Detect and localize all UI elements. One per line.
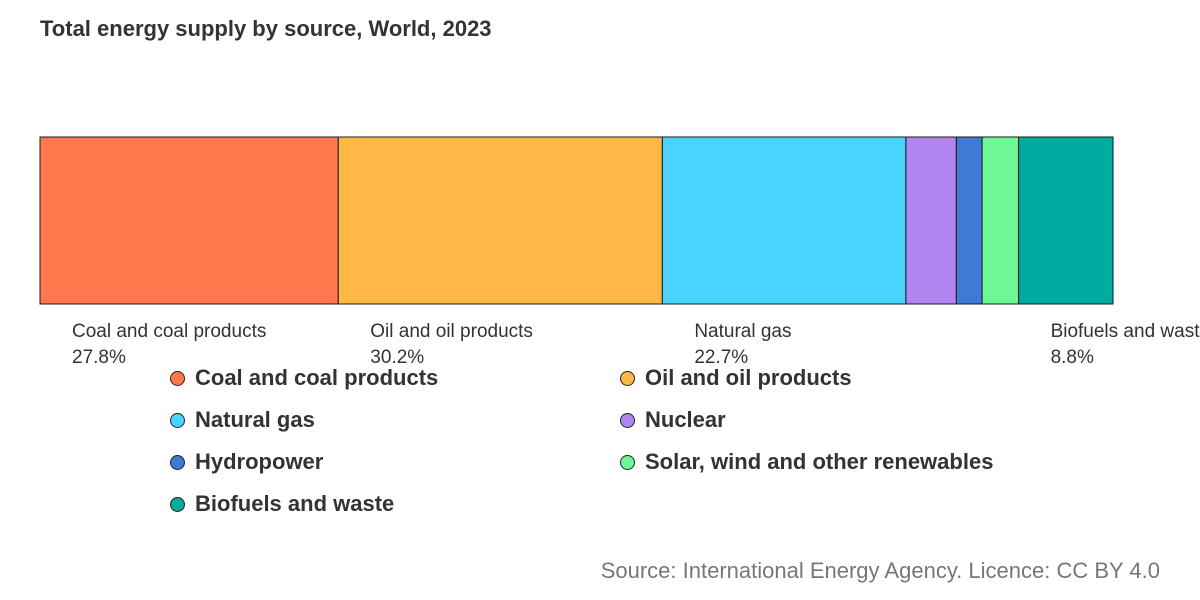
legend-swatch-natural-gas xyxy=(170,412,185,428)
legend-label-natural-gas: Natural gas xyxy=(195,407,315,432)
segment-value-label-biofuels-and-waste: 8.8% xyxy=(1051,347,1094,368)
legend-item-biofuels-and-waste: Biofuels and waste xyxy=(170,490,394,518)
segment-labels: Coal and coal products 27.8% Oil and oil p… xyxy=(72,321,1200,368)
bar-segment-solar-wind-and-other-renewables xyxy=(981,136,1020,305)
bar-segment-oil-and-oil-products xyxy=(337,136,663,305)
segment-value-label-oil-and-oil-products: 30.2% xyxy=(370,347,424,368)
legend-label-hydropower: Hydropower xyxy=(195,449,324,474)
legend-swatch-nuclear xyxy=(620,412,635,428)
segment-name-label-coal-and-coal-products: Coal and coal products xyxy=(72,321,266,342)
source-note: Source: International Energy Agency. Lic… xyxy=(600,558,1160,583)
legend-item-coal-and-coal-products: Coal and coal products xyxy=(170,364,438,392)
chart-title: Total energy supply by source, World, 20… xyxy=(40,16,492,41)
bar-segment-hydropower xyxy=(955,136,983,305)
legend-swatch-solar-wind-and-other-renewables xyxy=(620,454,635,470)
segment-value-label-natural-gas: 22.7% xyxy=(694,347,748,368)
legend-swatch-coal-and-coal-products xyxy=(170,370,185,386)
legend-swatch-biofuels-and-waste xyxy=(170,496,185,512)
segment-name-label-natural-gas: Natural gas xyxy=(694,321,791,342)
legend-item-solar-wind-and-other-renewables: Solar, wind and other renewables xyxy=(620,448,993,476)
legend-label-nuclear: Nuclear xyxy=(645,407,726,432)
legend-item-hydropower: Hydropower xyxy=(170,448,323,476)
bar-segment-nuclear xyxy=(905,136,957,305)
segment-name-label-biofuels-and-waste: Biofuels and waste xyxy=(1051,321,1200,342)
bar-segment-biofuels-and-waste xyxy=(1018,136,1114,305)
segment-value-label-coal-and-coal-products: 27.8% xyxy=(72,347,126,368)
legend-item-oil-and-oil-products: Oil and oil products xyxy=(620,364,852,392)
legend-label-oil-and-oil-products: Oil and oil products xyxy=(645,365,852,390)
bar-segment-coal-and-coal-products xyxy=(39,136,339,305)
legend-label-solar-wind-and-other-renewables: Solar, wind and other renewables xyxy=(645,449,994,474)
legend-swatch-hydropower xyxy=(170,454,185,470)
legend-item-natural-gas: Natural gas xyxy=(170,406,315,434)
legend-swatch-oil-and-oil-products xyxy=(620,370,635,386)
bar-segments xyxy=(39,136,1114,305)
legend-item-nuclear: Nuclear xyxy=(620,406,726,434)
legend-label-coal-and-coal-products: Coal and coal products xyxy=(195,365,439,390)
segment-name-label-oil-and-oil-products: Oil and oil products xyxy=(370,321,533,342)
legend-label-biofuels-and-waste: Biofuels and waste xyxy=(195,491,395,516)
bar-segment-natural-gas xyxy=(661,136,907,305)
